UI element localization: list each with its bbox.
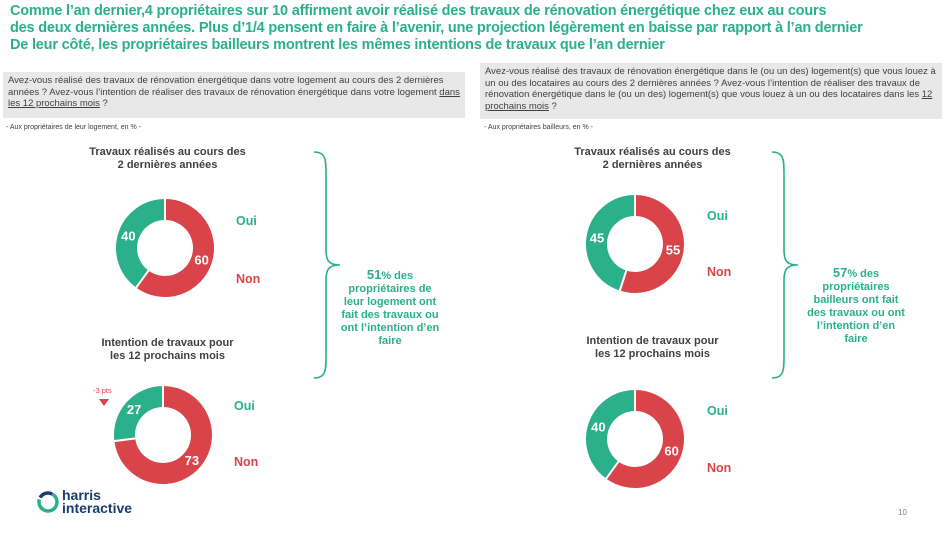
donut-value-oui: 45 [590, 230, 604, 245]
donut-slice-oui [114, 196, 166, 290]
question-right-underlined: 12 prochains mois [485, 89, 933, 112]
base-left: - Aux propriétaires de leur logement, en… [6, 124, 142, 131]
title-line-1: Comme l’an dernier,4 propriétaires sur 1… [10, 3, 827, 19]
question-right: Avez-vous réalisé des travaux de rénovat… [480, 63, 942, 119]
donut-slice-oui [584, 192, 636, 293]
harris-logo-icon [37, 491, 59, 513]
donut-value-non: 55 [666, 243, 680, 258]
right-donut-done: 45 55 [584, 192, 686, 295]
left-brace [313, 151, 341, 379]
left-donut-intent-oui-label: Oui [234, 399, 255, 413]
donut-value-non: 60 [194, 252, 208, 267]
question-right-text: Avez-vous réalisé des travaux de rénovat… [485, 66, 936, 100]
donut-slice-non [618, 192, 686, 295]
left-donut-intent-non-label: Non [234, 455, 259, 469]
left-block1-title-l1: Travaux réalisés au cours des [89, 146, 246, 158]
question-left-underlined: dans les 12 prochains mois [8, 86, 460, 110]
title-line-3: De leur côté, les propriétaires bailleur… [10, 37, 665, 53]
question-right-end: ? [548, 100, 557, 112]
right-block2-title-l1: Intention de travaux pour [586, 335, 719, 347]
left-block2-title: Intention de travaux pour les 12 prochai… [80, 337, 255, 363]
donut-value-non: 60 [664, 443, 678, 458]
delta-label: -3 pts [93, 386, 112, 395]
left-block1-title: Travaux réalisés au cours des 2 dernière… [80, 146, 255, 172]
base-right: - Aux propriétaires bailleurs, en % - [484, 124, 593, 131]
logo-line2: interactive [62, 500, 133, 516]
right-summary-pct: 57 [832, 265, 848, 280]
page-title: Comme l’an dernier,4 propriétaires sur 1… [10, 3, 940, 54]
left-donut-done-oui-label: Oui [236, 214, 257, 228]
right-block2-title: Intention de travaux pour les 12 prochai… [555, 335, 750, 361]
down-triangle-icon [99, 399, 109, 406]
left-block1-title-l2: 2 dernières années [117, 159, 218, 171]
harris-logo: harris interactive [62, 487, 133, 516]
donut-value-oui: 40 [591, 420, 605, 435]
right-donut-done-oui-label: Oui [707, 209, 728, 223]
donut-slice-non [112, 383, 214, 486]
donut-slice-non [134, 196, 216, 299]
right-block2-title-l2: les 12 prochains mois [595, 348, 710, 360]
title-line-2: des deux dernières années. Plus d’1/4 pe… [10, 20, 863, 36]
left-summary-pct: 51 [366, 267, 382, 282]
donut-value-oui: 40 [121, 229, 135, 244]
left-summary-text: % des propriétaires de leur logement ont… [340, 270, 440, 347]
question-left-text: Avez-vous réalisé des travaux de rénovat… [8, 75, 444, 98]
right-summary-text: % des propriétaires bailleurs ont fait d… [807, 268, 905, 345]
right-summary: 57% des propriétaires bailleurs ont fait… [806, 266, 906, 346]
left-block2-title-l2: les 12 prochains mois [110, 350, 225, 362]
left-donut-done-non-label: Non [236, 272, 261, 286]
right-brace [771, 151, 799, 379]
question-left: Avez-vous réalisé des travaux de rénovat… [3, 72, 465, 118]
left-block2-title-l1: Intention de travaux pour [101, 337, 234, 349]
right-block1-title-l2: 2 dernières années [602, 159, 703, 171]
left-donut-done: 40 60 [114, 196, 216, 299]
question-left-end: ? [99, 98, 108, 109]
right-donut-intent-non-label: Non [707, 461, 732, 475]
right-donut-intent: 40 60 [584, 387, 686, 490]
page-number: 10 [898, 508, 907, 517]
donut-value-oui: 27 [127, 402, 141, 417]
right-donut-intent-oui-label: Oui [707, 404, 728, 418]
right-block1-title: Travaux réalisés au cours des 2 dernière… [555, 146, 750, 172]
right-block1-title-l1: Travaux réalisés au cours des [574, 146, 731, 158]
left-donut-intent: 27 73 [112, 383, 214, 486]
left-summary: 51% des propriétaires de leur logement o… [340, 268, 440, 348]
logo-line1: harris [62, 487, 101, 503]
donut-slice-non [604, 387, 686, 490]
donut-slice-oui [584, 387, 636, 481]
right-donut-done-non-label: Non [707, 265, 732, 279]
donut-value-non: 73 [185, 453, 199, 468]
